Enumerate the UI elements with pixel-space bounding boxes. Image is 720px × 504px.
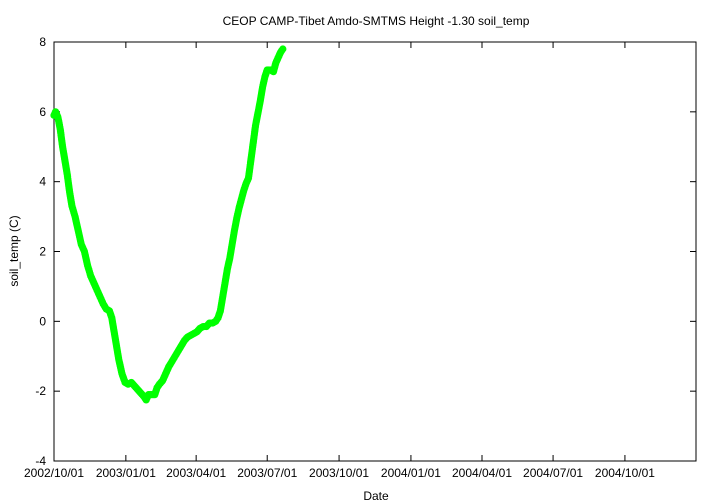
x-tick-label: 2004/07/01	[523, 466, 583, 480]
x-tick-label: 2004/10/01	[595, 466, 655, 480]
data-point	[279, 45, 287, 53]
y-tick-label: -2	[35, 384, 46, 398]
y-tick-label: 2	[39, 245, 46, 259]
y-tick-label: 8	[39, 35, 46, 49]
x-tick-label: 2004/04/01	[452, 466, 512, 480]
x-tick-label: 2003/10/01	[309, 466, 369, 480]
chart-title: CEOP CAMP-Tibet Amdo-SMTMS Height -1.30 …	[223, 14, 530, 28]
data-series	[50, 45, 287, 404]
y-axis: -4 -2 0 2 4 6 8	[35, 35, 696, 468]
x-axis-label: Date	[363, 489, 389, 503]
y-tick-label: 0	[39, 314, 46, 328]
x-tick-label: 2003/07/01	[237, 466, 297, 480]
x-tick-label: 2002/10/01	[24, 466, 84, 480]
y-axis-label: soil_temp (C)	[7, 215, 21, 286]
y-tick-label: -4	[35, 454, 46, 468]
y-tick-label: 6	[39, 105, 46, 119]
x-axis: 2002/10/01 2003/01/01 2003/04/01 2003/07/01…	[24, 42, 655, 480]
x-tick-label: 2003/01/01	[96, 466, 156, 480]
x-tick-label: 2004/01/01	[381, 466, 441, 480]
y-tick-label: 4	[39, 175, 46, 189]
x-tick-label: 2003/04/01	[166, 466, 226, 480]
